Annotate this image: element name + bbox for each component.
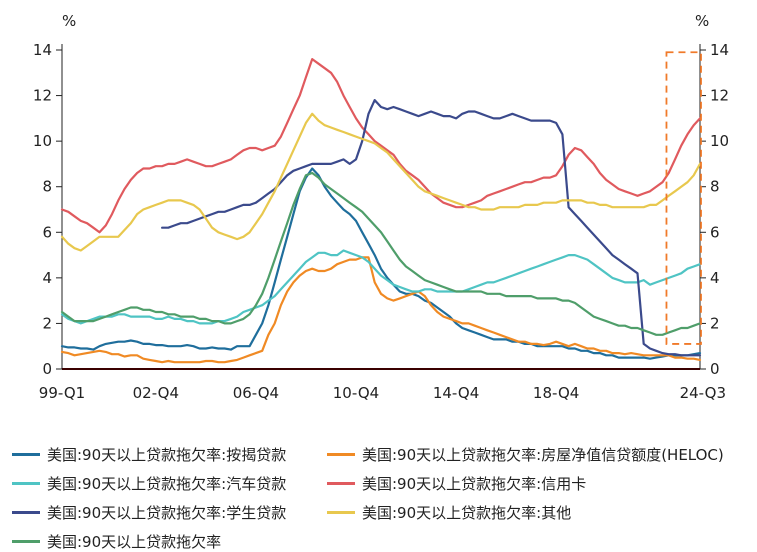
left-axis-unit: %: [62, 12, 76, 30]
legend-item-mortgage: 美国:90天以上贷款拖欠率:按揭贷款: [12, 444, 286, 465]
legend-swatch-credit-card: [327, 482, 355, 485]
legend-label-other: 美国:90天以上贷款拖欠率:其他: [362, 504, 572, 522]
axes: 0 0 2 2 4 4 6 6 8 8 10 10 12 12 14 14: [33, 41, 729, 378]
legend: 美国:90天以上贷款拖欠率:按揭贷款 美国:90天以上贷款拖欠率:房屋净值信贷额…: [0, 440, 757, 552]
legend-label-heloc: 美国:90天以上贷款拖欠率:房屋净值信贷额度(HELOC): [362, 446, 724, 464]
legend-item-credit-card: 美国:90天以上贷款拖欠率:信用卡: [327, 473, 586, 494]
legend-swatch-heloc: [327, 453, 355, 456]
legend-item-heloc: 美国:90天以上贷款拖欠率:房屋净值信贷额度(HELOC): [327, 444, 724, 465]
y-tick-label-left-10: 10: [33, 132, 52, 150]
legend-swatch-mortgage: [12, 453, 40, 456]
y-tick-label-left-14: 14: [33, 41, 52, 59]
x-tick-label-2: 06-Q4: [233, 384, 279, 402]
x-tick-label-3: 10-Q4: [333, 384, 379, 402]
right-axis-unit: %: [695, 12, 709, 30]
legend-label-student: 美国:90天以上贷款拖欠率:学生贷款: [47, 504, 287, 522]
y-tick-label-right-12: 12: [710, 87, 729, 105]
y-tick-label-left-12: 12: [33, 87, 52, 105]
y-tick-label-left-0: 0: [42, 360, 52, 378]
series-line-0: [60, 167, 702, 360]
legend-swatch-other: [327, 511, 355, 514]
legend-swatch-total: [12, 540, 40, 543]
series-line-2: [60, 249, 702, 325]
highlight-rect: [665, 51, 702, 345]
legend-item-total: 美国:90天以上贷款拖欠率: [12, 531, 221, 552]
y-tick-label-left-6: 6: [42, 223, 52, 241]
y-tick-label-right-0: 0: [710, 360, 720, 378]
y-tick-label-right-4: 4: [710, 269, 720, 287]
x-tick-label-1: 02-Q4: [133, 384, 179, 402]
series-line-3: [60, 58, 702, 234]
y-tick-label-left-2: 2: [42, 314, 52, 332]
y-tick-label-left-4: 4: [42, 269, 52, 287]
series-layer: [60, 58, 702, 364]
y-tick-label-right-14: 14: [710, 41, 729, 59]
legend-label-auto: 美国:90天以上贷款拖欠率:汽车贷款: [47, 475, 287, 493]
legend-item-other: 美国:90天以上贷款拖欠率:其他: [327, 502, 571, 523]
highlight-box: [665, 51, 702, 345]
x-tick-labels: 99-Q1 02-Q4 06-Q4 10-Q4 14-Q4 18-Q4 24-Q3: [39, 384, 726, 402]
y-tick-label-left-8: 8: [42, 178, 52, 196]
delinquency-line-chart: % % 0 0 2 2 4 4 6 6 8 8 10 10 12 12 14 14 99-Q1 02-Q4 06-…: [33, 12, 729, 402]
y-tick-label-right-2: 2: [710, 314, 720, 332]
series-line-6: [60, 171, 702, 336]
series-line-5: [60, 112, 702, 252]
series-line-4: [161, 99, 702, 357]
series-line-1: [60, 256, 702, 364]
x-tick-label-0: 99-Q1: [39, 384, 85, 402]
y-tick-label-right-8: 8: [710, 178, 720, 196]
legend-label-total: 美国:90天以上贷款拖欠率: [47, 533, 222, 551]
y-tick-label-right-6: 6: [710, 223, 720, 241]
x-tick-label-4: 14-Q4: [433, 384, 479, 402]
legend-swatch-student: [12, 511, 40, 514]
legend-label-mortgage: 美国:90天以上贷款拖欠率:按揭贷款: [47, 446, 287, 464]
y-tick-label-right-10: 10: [710, 132, 729, 150]
legend-item-student: 美国:90天以上贷款拖欠率:学生贷款: [12, 502, 286, 523]
legend-item-auto: 美国:90天以上贷款拖欠率:汽车贷款: [12, 473, 286, 494]
legend-swatch-auto: [12, 482, 40, 485]
legend-label-credit-card: 美国:90天以上贷款拖欠率:信用卡: [362, 475, 587, 493]
x-tick-label-5: 18-Q4: [533, 384, 579, 402]
x-tick-label-6: 24-Q3: [680, 384, 726, 402]
